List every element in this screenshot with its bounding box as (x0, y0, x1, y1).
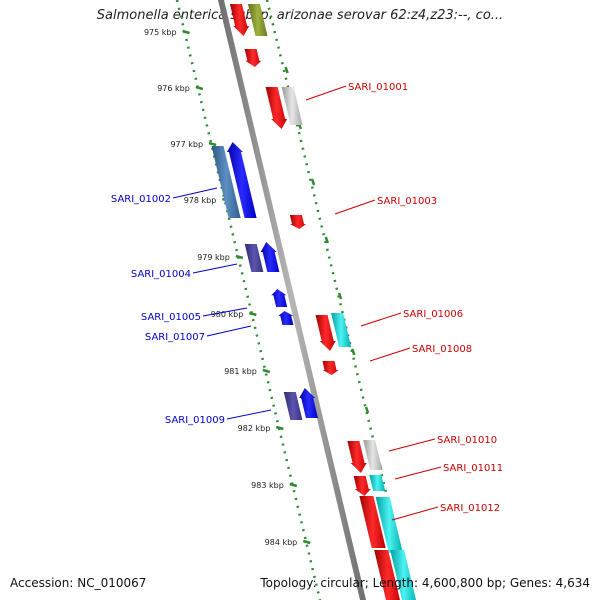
gene-label-connector (391, 506, 439, 521)
forward-gene-label[interactable]: SARI_01010 (437, 435, 497, 446)
gene-forward-top[interactable] (229, 4, 250, 36)
outer-left-track-line (175, 0, 322, 600)
tick-label: 982 kbp (238, 424, 271, 433)
tick-mark (248, 311, 257, 317)
gene-label-connector (172, 187, 218, 199)
reverse-gene-label[interactable]: SARI_01004 (131, 269, 191, 280)
gene-sari-01002[interactable] (226, 142, 257, 218)
genome-backbone (218, 0, 366, 600)
gene-label-connector (334, 199, 376, 215)
tick-label: 977 kbp (170, 140, 203, 149)
gene-sari-01009-similarity[interactable] (283, 392, 303, 420)
tick-mark (208, 141, 217, 147)
tick-mark (275, 425, 284, 431)
tick-mark (182, 29, 190, 35)
forward-gene-label[interactable]: SARI_01012 (440, 503, 500, 514)
gene-sari-01011-similarity[interactable] (369, 475, 386, 491)
gene-forward-small[interactable] (244, 49, 262, 67)
reverse-gene-label[interactable]: SARI_01007 (145, 332, 205, 343)
tick-label: 981 kbp (224, 367, 257, 376)
gene-label-connector (388, 438, 436, 452)
tick-mark (262, 368, 271, 374)
gene-sari-01006-similarity[interactable] (331, 313, 352, 347)
gene-sari-01012[interactable] (359, 496, 386, 548)
gene-labels[interactable]: SARI_01001 SARI_01003 SARI_01006 SARI_01008… (111, 82, 503, 521)
right-tick-mark (310, 178, 316, 186)
gene-sari-01008[interactable] (322, 361, 339, 375)
reverse-gene-label[interactable]: SARI_01002 (111, 194, 171, 205)
gene-sari-01007[interactable] (278, 311, 294, 325)
right-tick-mark (351, 348, 356, 356)
gene-forward-bottom[interactable] (374, 550, 401, 600)
gene-label-connector (394, 466, 442, 480)
map-title: Salmonella enterica subsp. arizonae sero… (96, 8, 504, 23)
gene-sari-01005[interactable] (271, 289, 288, 307)
gene-sari-01009[interactable] (299, 388, 318, 418)
tick-label: 984 kbp (265, 538, 298, 547)
gene-sari-01006[interactable] (315, 315, 336, 351)
gene-sari-01010-similarity[interactable] (363, 440, 383, 470)
gene-label-connector (206, 325, 252, 337)
tick-label: 978 kbp (184, 196, 217, 205)
gene-sari-01002-similarity[interactable] (211, 146, 241, 218)
gene-features[interactable] (211, 4, 418, 600)
tick-label: 975 kbp (144, 28, 177, 37)
gene-label-connector (305, 85, 347, 101)
gene-sari-01003[interactable] (289, 215, 307, 229)
forward-gene-label[interactable]: SARI_01008 (412, 344, 472, 355)
forward-gene-label[interactable]: SARI_01003 (377, 196, 437, 207)
gene-sari-01001[interactable] (265, 87, 288, 129)
right-tick-mark (284, 66, 289, 74)
gene-similarity-bottom[interactable] (390, 550, 417, 600)
forward-gene-label[interactable]: SARI_01006 (403, 309, 463, 320)
tick-mark (302, 539, 311, 545)
ruler-ticks: 975 kbp 976 kbp 977 kbp 978 kbp 979 kbp 980 k… (144, 28, 409, 582)
gene-label-connector (360, 312, 402, 327)
right-tick-mark (337, 292, 343, 300)
tick-mark (289, 482, 298, 488)
gene-sari-01011[interactable] (353, 476, 371, 496)
right-tick-mark (364, 406, 370, 414)
gene-label-connector (192, 263, 238, 274)
gene-label-connector (369, 347, 411, 362)
gene-sari-01004-similarity[interactable] (244, 244, 264, 272)
reverse-gene-label[interactable]: SARI_01005 (141, 312, 201, 323)
genome-stats: Topology: circular; Length: 4,600,800 bp… (260, 576, 590, 590)
tick-label: 980 kbp (211, 310, 244, 319)
gene-sari-01001-similarity[interactable] (281, 87, 303, 125)
gene-sari-01010[interactable] (347, 441, 367, 473)
gene-sari-01004[interactable] (260, 242, 280, 272)
tick-mark (195, 85, 204, 91)
gene-similarity-top[interactable] (247, 4, 268, 36)
gene-sari-01012-similarity[interactable] (375, 497, 403, 553)
tick-label: 976 kbp (157, 84, 190, 93)
tick-label: 983 kbp (251, 481, 284, 490)
accession-text: Accession: NC_010067 (10, 576, 147, 590)
tick-label: 979 kbp (197, 253, 230, 262)
gene-label-connector (226, 409, 272, 420)
tick-mark (235, 254, 244, 260)
gene-label-connector (202, 307, 248, 317)
forward-gene-label[interactable]: SARI_01001 (348, 82, 408, 93)
right-tick-mark (324, 236, 329, 244)
reverse-gene-label[interactable]: SARI_01009 (165, 415, 225, 426)
forward-gene-label[interactable]: SARI_01011 (443, 463, 503, 474)
